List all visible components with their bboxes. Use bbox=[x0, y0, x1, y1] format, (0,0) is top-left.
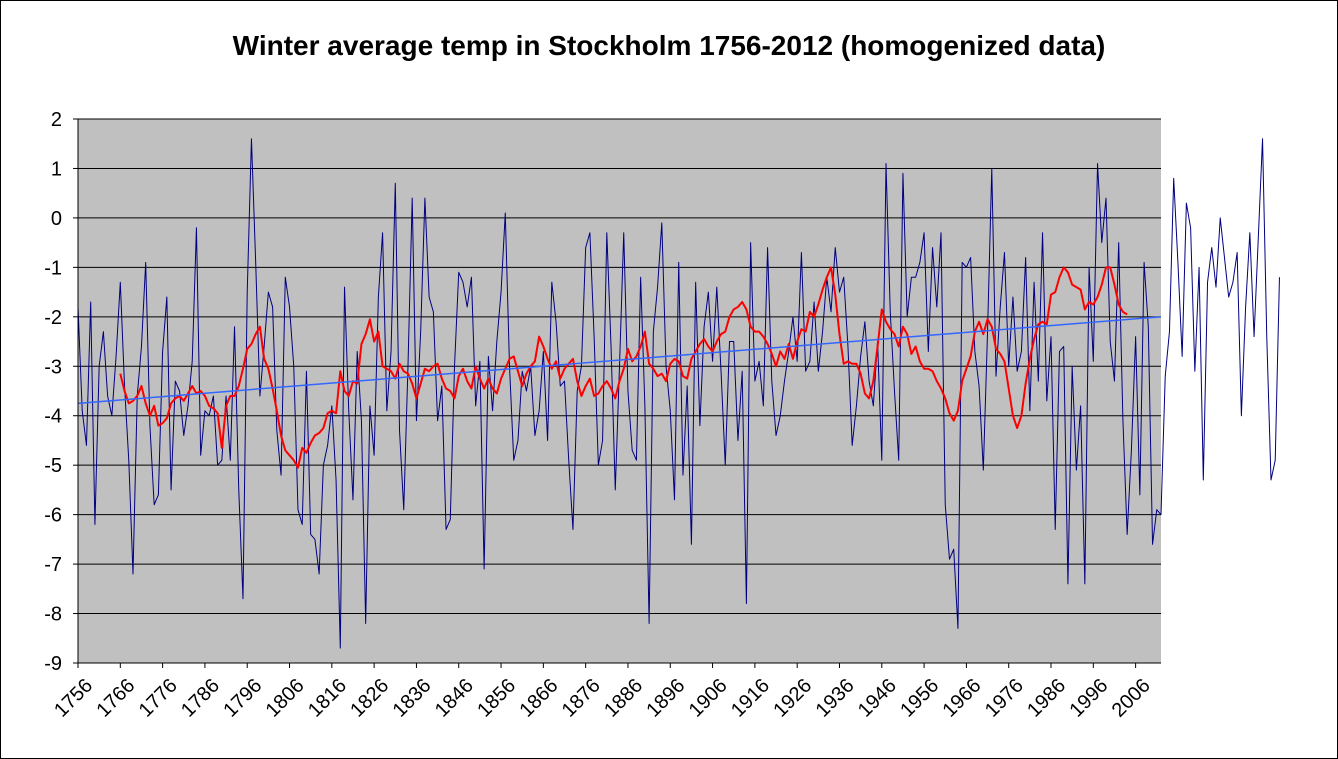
x-tick-label: 1876 bbox=[558, 675, 605, 722]
x-tick-label: 1956 bbox=[896, 675, 943, 722]
x-tick-label: 1976 bbox=[981, 675, 1028, 722]
x-tick-label: 1796 bbox=[219, 675, 266, 722]
x-tick-label: 1776 bbox=[135, 675, 182, 722]
y-tick-label: -2 bbox=[44, 307, 62, 329]
chart-title: Winter average temp in Stockholm 1756-20… bbox=[232, 30, 1106, 61]
y-tick-label: -9 bbox=[44, 653, 62, 675]
y-tick-label: -3 bbox=[44, 356, 62, 378]
y-tick-label: -7 bbox=[44, 554, 62, 576]
x-tick-label: 1936 bbox=[812, 675, 859, 722]
x-tick-label: 1786 bbox=[177, 675, 224, 722]
y-tick-label: -6 bbox=[44, 505, 62, 527]
y-tick-label: 1 bbox=[51, 158, 62, 180]
y-tick-label: -4 bbox=[44, 406, 62, 428]
series-line-annual bbox=[77, 138, 1280, 649]
x-tick-label: 1986 bbox=[1023, 675, 1070, 722]
y-axis-ticks: 2 1 0 -1 -2 -3 -4 -5 -6 -7 -8 -9 bbox=[44, 109, 78, 675]
x-tick-label: 1916 bbox=[727, 675, 774, 722]
x-tick-label: 1946 bbox=[854, 675, 901, 722]
x-tick-label: 1836 bbox=[389, 675, 436, 722]
x-tick-label: 1766 bbox=[92, 675, 139, 722]
x-tick-label: 1826 bbox=[346, 675, 393, 722]
x-tick-label: 1886 bbox=[600, 675, 647, 722]
x-tick-label: 1846 bbox=[431, 675, 478, 722]
x-tick-label: 2006 bbox=[1108, 675, 1155, 722]
x-axis-ticks: 1756176617761786179618061816182618361846… bbox=[50, 663, 1155, 722]
series-line-moving-average bbox=[119, 266, 1128, 469]
plot-area bbox=[78, 119, 1161, 663]
y-tick-label: 2 bbox=[51, 109, 62, 131]
series-line-trend bbox=[77, 316, 1162, 405]
x-tick-label: 1866 bbox=[515, 675, 562, 722]
x-tick-label: 1906 bbox=[685, 675, 732, 722]
y-tick-label: 0 bbox=[51, 208, 62, 230]
x-tick-label: 1896 bbox=[642, 675, 689, 722]
x-tick-label: 1966 bbox=[939, 675, 986, 722]
y-tick-label: -1 bbox=[44, 257, 62, 279]
x-tick-label: 1816 bbox=[304, 675, 351, 722]
x-tick-label: 1806 bbox=[262, 675, 309, 722]
gridlines bbox=[78, 118, 1161, 615]
y-tick-label: -5 bbox=[44, 455, 62, 477]
x-tick-label: 1756 bbox=[50, 675, 97, 722]
y-tick-label: -8 bbox=[44, 604, 62, 626]
x-tick-label: 1926 bbox=[769, 675, 816, 722]
x-tick-label: 1856 bbox=[473, 675, 520, 722]
series-lines bbox=[77, 138, 1280, 649]
x-tick-label: 1996 bbox=[1065, 675, 1112, 722]
